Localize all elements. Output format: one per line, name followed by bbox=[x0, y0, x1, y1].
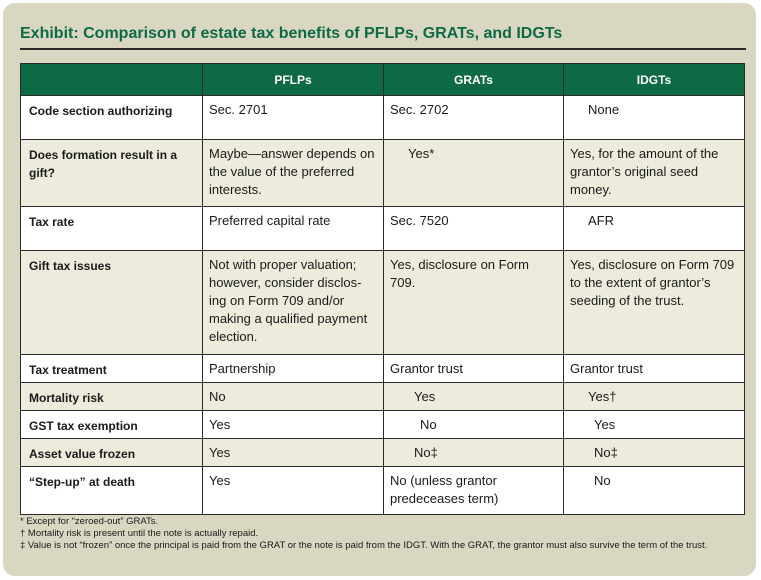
idgt-cell: Grantor trust bbox=[563, 354, 745, 383]
title-divider bbox=[20, 48, 746, 50]
grat-cell: Sec. 2702 bbox=[383, 95, 564, 140]
grat-cell: No bbox=[383, 410, 564, 439]
idgt-cell: Yes, for the amount of the grantor’s ori… bbox=[563, 139, 745, 207]
pflp-cell: Sec. 2701 bbox=[202, 95, 384, 140]
grat-cell: Grantor trust bbox=[383, 354, 564, 383]
row-label: GST tax exemption bbox=[20, 410, 203, 439]
comparison-table: PFLPs GRATs IDGTs Code section authorizi… bbox=[20, 63, 745, 515]
pflp-cell: Yes bbox=[202, 410, 384, 439]
grat-cell: Sec. 7520 bbox=[383, 206, 564, 251]
idgt-cell: None bbox=[563, 95, 745, 140]
idgt-cell: Yes, disclosure on Form 709 to the exten… bbox=[563, 250, 745, 355]
grat-cell: No‡ bbox=[383, 438, 564, 467]
grat-cell: No (unless grantor predeceases term) bbox=[383, 466, 564, 515]
row-label: Code section authorizing bbox=[20, 95, 203, 140]
table-row: GST tax exemption Yes No Yes bbox=[20, 410, 745, 439]
pflp-cell: Yes bbox=[202, 466, 384, 515]
footnotes: * Except for “zeroed-out” GRATs. † Morta… bbox=[20, 516, 750, 552]
table-row: Tax treatment Partnership Grantor trust … bbox=[20, 354, 745, 383]
header-cell-blank bbox=[20, 63, 203, 96]
row-label: “Step-up” at death bbox=[20, 466, 203, 515]
exhibit-title: Exhibit: Comparison of estate tax benefi… bbox=[20, 25, 563, 42]
grat-cell: Yes, disclosure on Form 709. bbox=[383, 250, 564, 355]
header-cell-grats: GRATs bbox=[383, 63, 564, 96]
row-label: Tax rate bbox=[20, 206, 203, 251]
footnote-value-frozen: ‡ Value is not “frozen” once the princip… bbox=[20, 540, 708, 551]
pflp-cell: No bbox=[202, 382, 384, 411]
row-label: Mortality risk bbox=[20, 382, 203, 411]
table-row: Does formation result in a gift? Maybe—a… bbox=[20, 139, 745, 207]
footnote-mortality-risk: † Mortality risk is present until the no… bbox=[20, 528, 259, 539]
row-label: Tax treatment bbox=[20, 354, 203, 383]
table-header-row: PFLPs GRATs IDGTs bbox=[20, 63, 745, 96]
exhibit-panel: Exhibit: Comparison of estate tax benefi… bbox=[3, 3, 756, 576]
table-row: Mortality risk No Yes Yes† bbox=[20, 382, 745, 411]
table-row: Gift tax issues Not with proper valuatio… bbox=[20, 250, 745, 355]
header-cell-idgts: IDGTs bbox=[563, 63, 745, 96]
table-row: Code section authorizing Sec. 2701 Sec. … bbox=[20, 95, 745, 140]
pflp-cell: Yes bbox=[202, 438, 384, 467]
idgt-cell: No‡ bbox=[563, 438, 745, 467]
pflp-cell: Maybe—answer depends on the value of the… bbox=[202, 139, 384, 207]
pflp-cell: Preferred capital rate bbox=[202, 206, 384, 251]
idgt-cell: Yes† bbox=[563, 382, 745, 411]
row-label: Does formation result in a gift? bbox=[20, 139, 203, 207]
pflp-cell: Partnership bbox=[202, 354, 384, 383]
table-row: “Step-up” at death Yes No (unless granto… bbox=[20, 466, 745, 515]
grat-cell: Yes* bbox=[383, 139, 564, 207]
pflp-cell: Not with proper valuation; however, cons… bbox=[202, 250, 384, 355]
table-row: Asset value frozen Yes No‡ No‡ bbox=[20, 438, 745, 467]
idgt-cell: No bbox=[563, 466, 745, 515]
footnote-zeroed-out: * Except for “zeroed-out” GRATs. bbox=[20, 516, 159, 527]
idgt-cell: Yes bbox=[563, 410, 745, 439]
idgt-cell: AFR bbox=[563, 206, 745, 251]
grat-cell: Yes bbox=[383, 382, 564, 411]
row-label: Asset value frozen bbox=[20, 438, 203, 467]
table-row: Tax rate Preferred capital rate Sec. 752… bbox=[20, 206, 745, 251]
row-label: Gift tax issues bbox=[20, 250, 203, 355]
header-cell-pflps: PFLPs bbox=[202, 63, 384, 96]
